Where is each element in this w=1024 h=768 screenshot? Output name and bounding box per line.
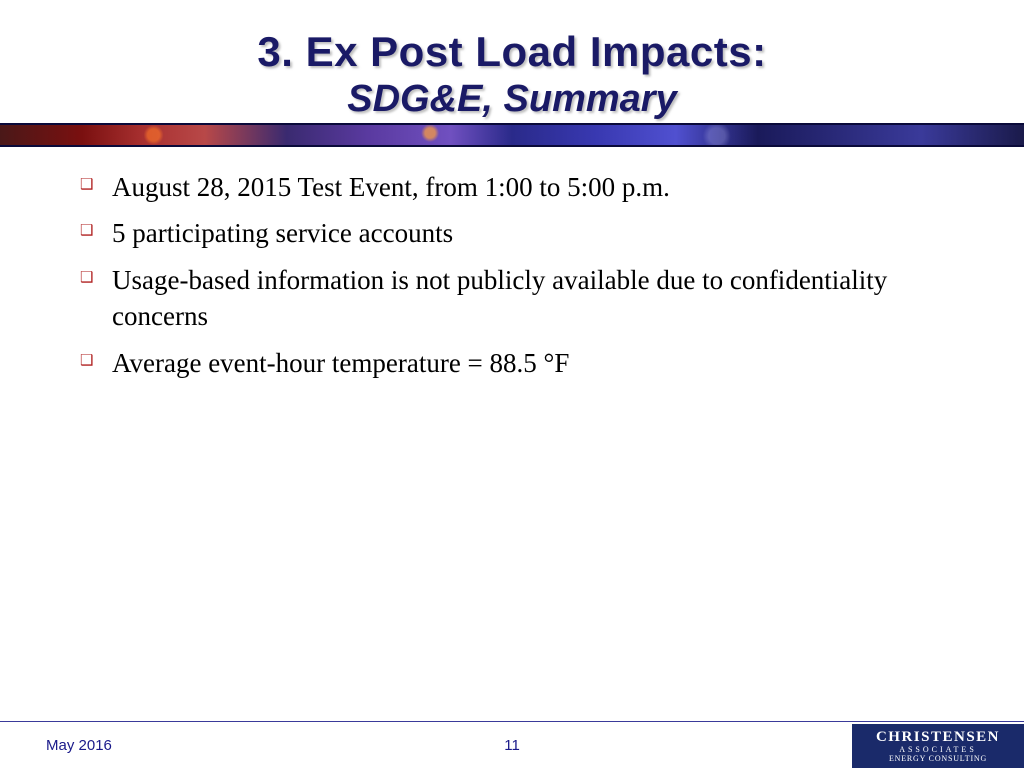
footer: May 2016 11 CHRISTENSEN ASSOCIATES ENERG…: [0, 722, 1024, 768]
slide: 3. Ex Post Load Impacts: SDG&E, Summary …: [0, 0, 1024, 768]
list-item: Average event-hour temperature = 88.5 °F: [80, 345, 954, 381]
list-item: Usage-based information is not publicly …: [80, 262, 954, 335]
footer-logo: CHRISTENSEN ASSOCIATES ENERGY CONSULTING: [852, 724, 1024, 768]
title-line1: 3. Ex Post Load Impacts:: [0, 28, 1024, 76]
title-line2: SDG&E, Summary: [0, 78, 1024, 121]
decorative-banner: [0, 123, 1024, 147]
list-item: 5 participating service accounts: [80, 215, 954, 251]
logo-line1: CHRISTENSEN: [852, 730, 1024, 745]
footer-date: May 2016: [46, 737, 112, 754]
footer-page-number: 11: [504, 737, 520, 754]
list-item: August 28, 2015 Test Event, from 1:00 to…: [80, 169, 954, 205]
logo-line3: ENERGY CONSULTING: [852, 755, 1024, 763]
logo-line2: ASSOCIATES: [852, 746, 1024, 754]
bullet-list: August 28, 2015 Test Event, from 1:00 to…: [80, 169, 954, 381]
content-area: August 28, 2015 Test Event, from 1:00 to…: [0, 147, 1024, 381]
title-block: 3. Ex Post Load Impacts: SDG&E, Summary: [0, 0, 1024, 121]
